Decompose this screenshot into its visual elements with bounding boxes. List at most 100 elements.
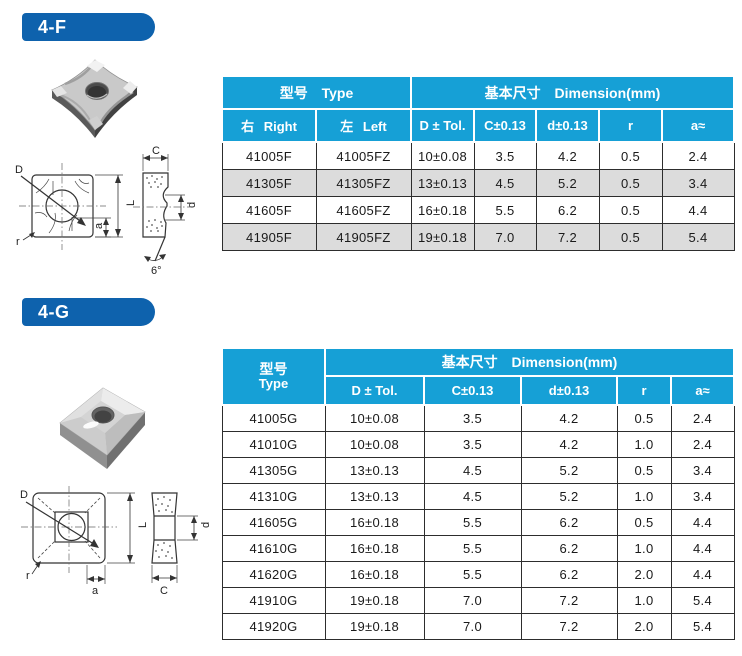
dimension-table-4f: 型号 Type 基本尺寸 Dimension(mm) 右 Right 左 Lef… [221,75,736,251]
table-body-4g: 41005G 10±0.08 3.5 4.2 0.5 2.4 41010G 10±0.08 3.… [221,404,735,640]
table-row: 41920G 19±0.18 7.0 7.2 2.0 5.4 [221,613,735,640]
table-cell: 10±0.08 [324,431,425,458]
dim-label-d: d [186,202,198,208]
table-cell: 16±0.18 [324,509,425,536]
table-cell: 3.4 [670,457,735,484]
technical-drawing-4f-icon: D r L a C [15,145,198,277]
header-dimension-group: 基本尺寸 Dimension(mm) [323,347,736,377]
table-cell: 4.4 [670,535,735,562]
table-cell: 4.4 [661,196,735,224]
table-cell: 19±0.18 [324,613,425,640]
dim-label-C: C [160,585,168,597]
column-header-c: C±0.13 [423,375,522,406]
table-cell: 1.0 [616,535,672,562]
table-cell: 0.5 [616,509,672,536]
table-cell: 0.5 [616,457,672,484]
table-cell: 10±0.08 [324,404,425,432]
insert-photo-4g-icon [59,387,146,469]
table-cell: 41305FZ [315,169,412,197]
table-cell: 0.5 [598,169,663,197]
table-cell: 2.0 [616,613,672,640]
table-cell: 3.4 [661,169,735,197]
table-cell: 10±0.08 [410,141,475,170]
table-cell: 4.5 [473,169,537,197]
table-cell: 5.4 [670,587,735,614]
insert-photo-4f-icon [51,59,138,138]
table-cell: 41010G [221,431,326,458]
technical-drawing-4g-icon: D r L a d [20,486,212,597]
table-cell: 4.2 [535,141,600,170]
dim-label-angle: 6° [151,265,162,277]
table-cell: 5.5 [423,561,522,588]
table-cell: 7.0 [423,587,522,614]
table-cell: 5.5 [423,535,522,562]
table-cell: 1.0 [616,483,672,510]
dim-label-D: D [15,164,23,176]
header-type-zh: 型号 [259,360,288,377]
table-cell: 0.5 [598,223,663,251]
table-cell: 41610G [221,535,326,562]
table-cell: 4.4 [670,509,735,536]
table-cell: 6.2 [520,561,618,588]
column-header-c: C±0.13 [473,108,537,143]
table-cell: 41005F [221,141,317,170]
table-cell: 41605G [221,509,326,536]
table-cell: 41905F [221,223,317,251]
table-cell: 1.0 [616,587,672,614]
column-header-a: a≈ [660,108,736,143]
column-header-dtol: D ± Tol. [324,375,425,406]
table-cell: 2.4 [670,431,735,458]
table-cell: 41305G [221,457,326,484]
table-cell: 5.2 [535,169,600,197]
table-cell: 7.0 [423,613,522,640]
table-cell: 2.0 [616,561,672,588]
table-cell: 16±0.18 [324,535,425,562]
column-header-r: r [598,108,663,143]
section-banner-4f-label: 4-F [38,17,67,37]
table-row: 41620G 16±0.18 5.5 6.2 2.0 4.4 [221,561,735,588]
dim-label-r: r [26,570,30,582]
table-cell: 5.5 [473,196,537,224]
dim-label-C: C [152,145,160,157]
table-row: 41605F 41605FZ 16±0.18 5.5 6.2 0.5 4.4 [221,196,735,224]
table-cell: 5.4 [661,223,735,251]
table-cell: 41310G [221,483,326,510]
table-body-4f: 41005F 41005FZ 10±0.08 3.5 4.2 0.5 2.4 41305F 41… [221,141,735,251]
dim-label-L: L [125,200,137,206]
table-cell: 4.4 [670,561,735,588]
table-cell: 5.4 [670,613,735,640]
table-cell: 16±0.18 [410,196,475,224]
table-cell: 3.4 [670,483,735,510]
section-banner-4g-label: 4-G [38,302,70,322]
table-cell: 0.5 [598,196,663,224]
table-row: 41605G 16±0.18 5.5 6.2 0.5 4.4 [221,509,735,536]
header-type-en: Type [258,376,289,392]
table-cell: 3.5 [423,404,522,432]
dim-label-d: d [200,522,212,528]
table-row: 41910G 19±0.18 7.0 7.2 1.0 5.4 [221,587,735,614]
table-cell: 0.5 [598,141,663,170]
table-cell: 13±0.13 [410,169,475,197]
column-header-right: 右 Right [221,108,317,143]
table-cell: 41605F [221,196,317,224]
table-cell: 41620G [221,561,326,588]
table-cell: 2.4 [661,141,735,170]
column-header-dtol: D ± Tol. [410,108,475,143]
table-cell: 2.4 [670,404,735,432]
table-cell: 6.2 [520,535,618,562]
column-header-left: 左 Left [315,108,412,143]
dim-label-r: r [16,236,20,248]
table-cell: 6.2 [535,196,600,224]
header-dimension-group: 基本尺寸 Dimension(mm) [409,75,736,110]
column-header-r: r [616,375,672,406]
table-cell: 41005FZ [315,141,412,170]
table-cell: 1.0 [616,431,672,458]
table-cell: 13±0.13 [324,483,425,510]
table-row: 41005F 41005FZ 10±0.08 3.5 4.2 0.5 2.4 [221,141,735,170]
table-cell: 41910G [221,587,326,614]
table-cell: 41920G [221,613,326,640]
section-banner-4f: 4-F [22,13,155,41]
dim-label-a: a [93,222,105,229]
table-cell: 4.5 [423,483,522,510]
table-cell: 4.2 [520,404,618,432]
